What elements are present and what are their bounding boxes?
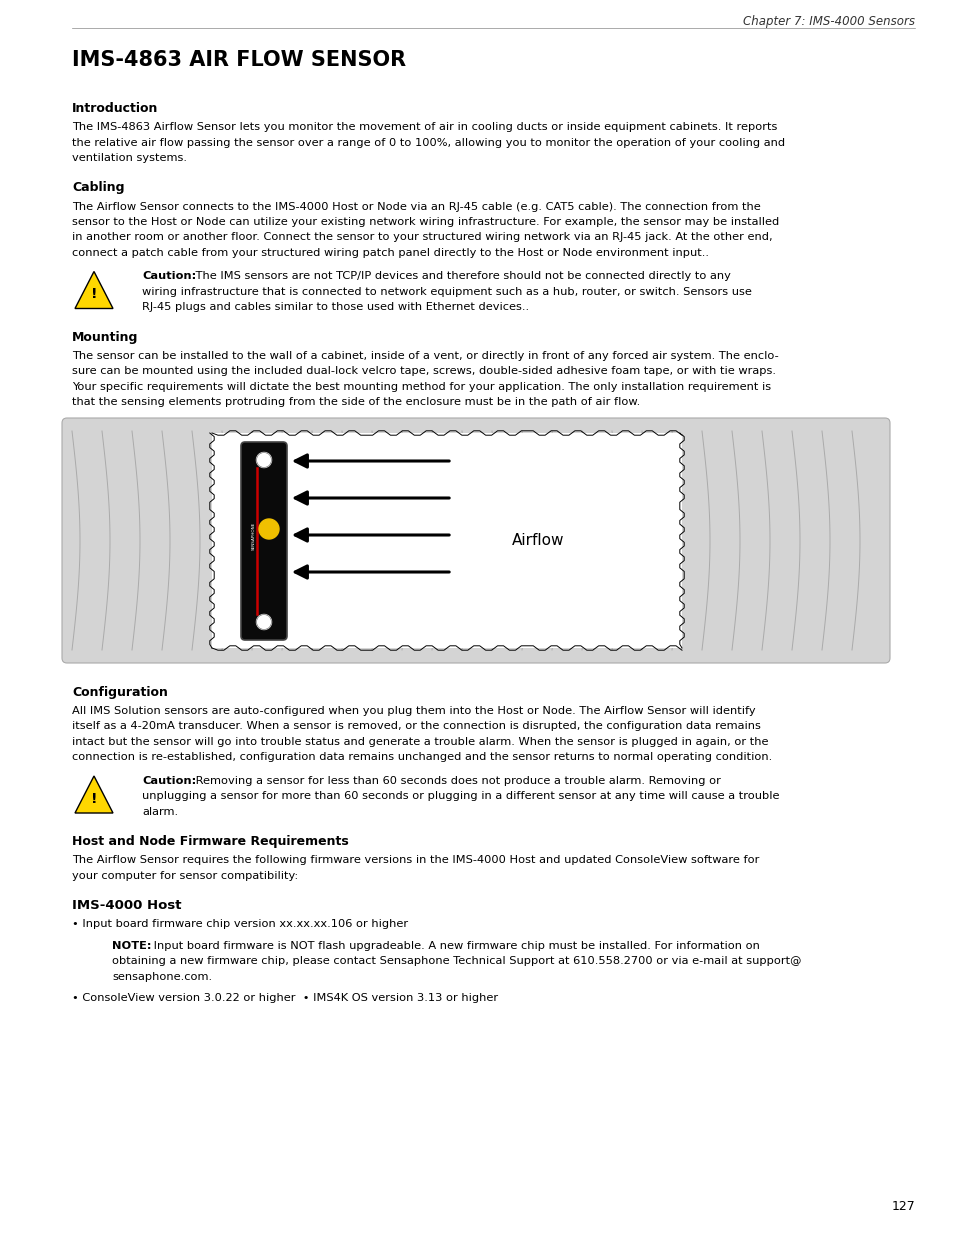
Text: the relative air flow passing the sensor over a range of 0 to 100%, allowing you: the relative air flow passing the sensor… xyxy=(71,137,784,147)
Text: !: ! xyxy=(91,792,97,806)
Text: obtaining a new firmware chip, please contact Sensaphone Technical Support at 61: obtaining a new firmware chip, please co… xyxy=(112,956,801,967)
Text: ventilation systems.: ventilation systems. xyxy=(71,153,187,163)
Text: • Input board firmware chip version xx.xx.xx.106 or higher: • Input board firmware chip version xx.x… xyxy=(71,920,408,930)
Text: The sensor can be installed to the wall of a cabinet, inside of a vent, or direc: The sensor can be installed to the wall … xyxy=(71,351,778,361)
Text: SENSAPHONE: SENSAPHONE xyxy=(252,522,255,550)
FancyBboxPatch shape xyxy=(241,442,287,640)
Text: wiring infrastructure that is connected to network equipment such as a hub, rout: wiring infrastructure that is connected … xyxy=(142,287,751,296)
Text: sensor to the Host or Node can utilize your existing network wiring infrastructu: sensor to the Host or Node can utilize y… xyxy=(71,217,779,227)
Text: Caution:: Caution: xyxy=(142,272,196,282)
Text: unplugging a sensor for more than 60 seconds or plugging in a different sensor a: unplugging a sensor for more than 60 sec… xyxy=(142,792,779,802)
Text: sensaphone.com.: sensaphone.com. xyxy=(112,972,212,982)
Text: connect a patch cable from your structured wiring patch panel directly to the Ho: connect a patch cable from your structur… xyxy=(71,248,708,258)
FancyBboxPatch shape xyxy=(62,417,889,663)
Text: IMS-4863 AIR FLOW SENSOR: IMS-4863 AIR FLOW SENSOR xyxy=(71,49,406,70)
Text: All IMS Solution sensors are auto-configured when you plug them into the Host or: All IMS Solution sensors are auto-config… xyxy=(71,706,755,716)
Text: alarm.: alarm. xyxy=(142,806,178,818)
Circle shape xyxy=(256,615,272,630)
Text: your computer for sensor compatibility:: your computer for sensor compatibility: xyxy=(71,871,298,881)
Text: The IMS sensors are not TCP/IP devices and therefore should not be connected dir: The IMS sensors are not TCP/IP devices a… xyxy=(192,272,730,282)
Text: intact but the sensor will go into trouble status and generate a trouble alarm. : intact but the sensor will go into troub… xyxy=(71,737,768,747)
Text: Introduction: Introduction xyxy=(71,103,158,115)
Text: Configuration: Configuration xyxy=(71,685,168,699)
Text: Removing a sensor for less than 60 seconds does not produce a trouble alarm. Rem: Removing a sensor for less than 60 secon… xyxy=(192,776,720,785)
Text: Input board firmware is NOT flash upgradeable. A new firmware chip must be insta: Input board firmware is NOT flash upgrad… xyxy=(151,941,760,951)
Text: itself as a 4-20mA transducer. When a sensor is removed, or the connection is di: itself as a 4-20mA transducer. When a se… xyxy=(71,721,760,731)
Text: Cabling: Cabling xyxy=(71,182,125,194)
Text: connection is re-established, configuration data remains unchanged and the senso: connection is re-established, configurat… xyxy=(71,752,771,762)
Text: Airflow: Airflow xyxy=(512,534,564,548)
Text: The IMS-4863 Airflow Sensor lets you monitor the movement of air in cooling duct: The IMS-4863 Airflow Sensor lets you mon… xyxy=(71,122,777,132)
Polygon shape xyxy=(75,272,112,309)
Text: IMS-4000 Host: IMS-4000 Host xyxy=(71,899,181,913)
Text: NOTE:: NOTE: xyxy=(112,941,152,951)
Text: Caution:: Caution: xyxy=(142,776,196,785)
Circle shape xyxy=(256,452,272,468)
Circle shape xyxy=(258,519,278,538)
Text: RJ-45 plugs and cables similar to those used with Ethernet devices..: RJ-45 plugs and cables similar to those … xyxy=(142,303,529,312)
Text: in another room or another floor. Connect the sensor to your structured wiring n: in another room or another floor. Connec… xyxy=(71,232,772,242)
Text: Your specific requirements will dictate the best mounting method for your applic: Your specific requirements will dictate … xyxy=(71,382,770,391)
Text: The Airflow Sensor connects to the IMS-4000 Host or Node via an RJ-45 cable (e.g: The Airflow Sensor connects to the IMS-4… xyxy=(71,201,760,211)
Text: • ConsoleView version 3.0.22 or higher  • IMS4K OS version 3.13 or higher: • ConsoleView version 3.0.22 or higher •… xyxy=(71,993,497,1004)
Text: 127: 127 xyxy=(890,1200,914,1213)
Text: Mounting: Mounting xyxy=(71,331,138,345)
Text: Host and Node Firmware Requirements: Host and Node Firmware Requirements xyxy=(71,836,349,848)
Polygon shape xyxy=(75,776,112,813)
Text: The Airflow Sensor requires the following firmware versions in the IMS-4000 Host: The Airflow Sensor requires the followin… xyxy=(71,856,759,866)
Text: sure can be mounted using the included dual-lock velcro tape, screws, double-sid: sure can be mounted using the included d… xyxy=(71,367,775,377)
Text: that the sensing elements protruding from the side of the enclosure must be in t: that the sensing elements protruding fro… xyxy=(71,398,639,408)
Text: IMS: IMS xyxy=(259,618,268,622)
Text: !: ! xyxy=(91,288,97,301)
Bar xyxy=(212,433,681,648)
Text: Chapter 7: IMS-4000 Sensors: Chapter 7: IMS-4000 Sensors xyxy=(742,15,914,28)
